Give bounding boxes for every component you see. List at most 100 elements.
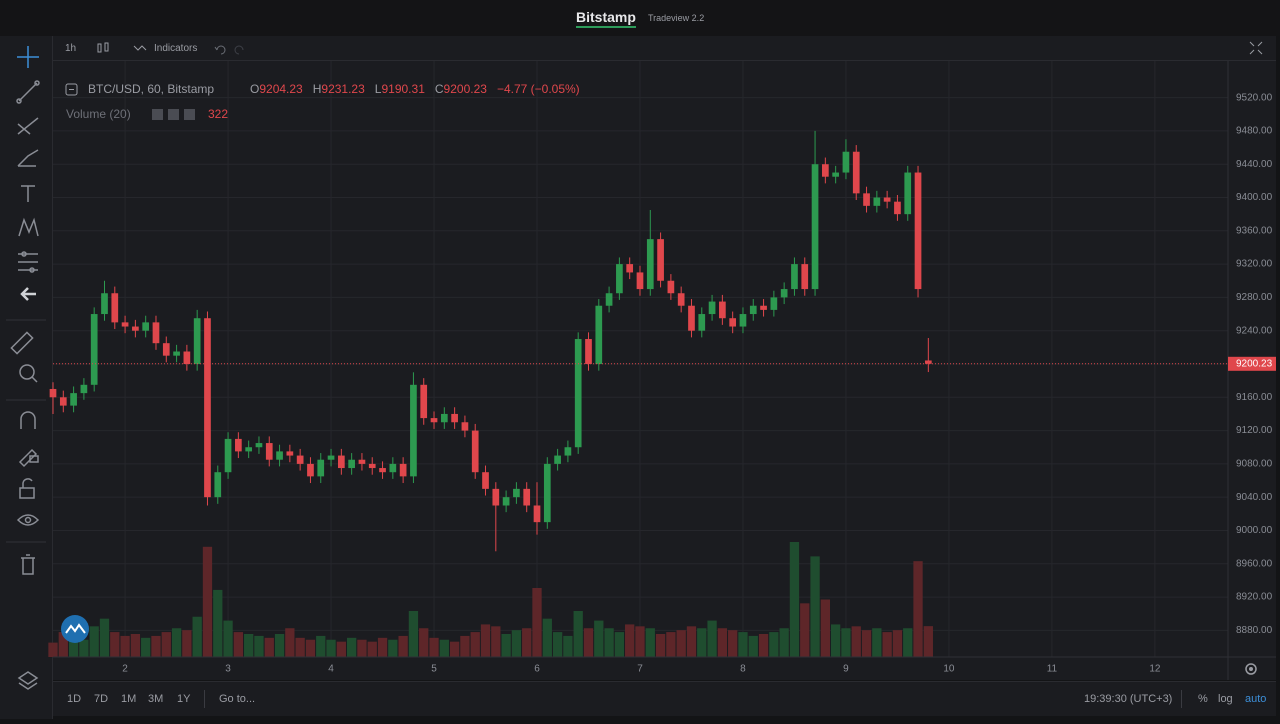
candle-body [729, 318, 737, 327]
candle-body [235, 438, 242, 452]
candle-body [873, 197, 881, 206]
text-tool[interactable] [21, 185, 35, 202]
candle-body [770, 297, 778, 310]
brush-tool[interactable] [17, 149, 39, 167]
ohlc-value: 9204.23 [259, 82, 303, 96]
candle-body [461, 422, 469, 431]
lock-drawings-tool[interactable] [18, 448, 39, 468]
y-tick-label: 9280.00 [1236, 292, 1273, 303]
volume-bar [182, 630, 192, 657]
y-tick-label: 9480.00 [1236, 126, 1273, 137]
volume-bar [728, 630, 738, 657]
candle-body [811, 164, 819, 290]
range-button[interactable]: 7D [94, 693, 109, 705]
volume-bar [192, 616, 202, 657]
range-button[interactable]: 3M [148, 693, 164, 705]
volume-controls[interactable] [152, 109, 195, 120]
x-tick-label: 12 [1149, 664, 1161, 675]
x-tick-label: 4 [328, 664, 334, 675]
candle-body [677, 293, 685, 306]
volume-bar [738, 632, 748, 657]
candle-body [255, 443, 263, 448]
back-tool[interactable] [20, 287, 36, 301]
volume-bar [439, 639, 449, 657]
volume-bar [892, 630, 903, 657]
crosshair-tool[interactable] [17, 46, 39, 68]
y-tick-label: 8920.00 [1236, 592, 1273, 603]
logo-button[interactable] [61, 615, 89, 643]
visibility-tool[interactable] [16, 514, 40, 526]
version: Tradeview 2.2 [648, 13, 705, 23]
volume-bar [79, 639, 89, 657]
lock-tool[interactable] [19, 478, 35, 499]
trend-line-tool[interactable] [16, 80, 40, 104]
candle-body [760, 305, 767, 310]
volume-pane [48, 542, 933, 657]
y-tick-label: 9360.00 [1236, 225, 1273, 236]
pattern-tool[interactable] [18, 217, 39, 237]
y-tick-label: 8960.00 [1236, 558, 1273, 569]
indicators-button[interactable]: Indicators [154, 43, 198, 54]
candle-body [657, 239, 664, 281]
auto-button[interactable]: auto [1245, 693, 1267, 705]
volume-bar [161, 632, 171, 657]
ohlc-label: L [375, 82, 382, 96]
volume-bar [789, 542, 800, 657]
candle-body [245, 447, 253, 452]
last-price-box [1228, 356, 1276, 371]
delete-tool[interactable] [21, 554, 35, 575]
legend-toggle[interactable] [65, 83, 78, 96]
volume-bar [800, 603, 810, 657]
x-tick-label: 8 [740, 664, 746, 675]
candle-body [502, 497, 510, 506]
y-tick-label: 9400.00 [1236, 192, 1273, 203]
brand[interactable]: Bitstamp [576, 9, 636, 28]
axes: 8880.00 8920.00 8960.00 9000.00 9040.00 9080.… [122, 92, 1276, 675]
candle-body [822, 164, 829, 177]
range-button[interactable]: 1D [67, 693, 82, 705]
chart-style-button[interactable] [95, 40, 111, 56]
candle-body [780, 289, 788, 298]
volume-bar [552, 632, 563, 657]
interval-button[interactable]: 1h [65, 43, 77, 54]
zoom-tool[interactable] [19, 364, 38, 383]
percent-button[interactable]: % [1198, 693, 1208, 705]
volume-bar [223, 620, 233, 657]
range-button[interactable]: 1M [121, 693, 137, 705]
candle-body [286, 451, 294, 456]
y-tick-label: 9520.00 [1236, 92, 1273, 103]
candle-body [832, 172, 839, 177]
prediction-tool[interactable] [18, 251, 38, 273]
ohlc-value: 9200.23 [444, 82, 488, 96]
volume-bar [655, 634, 666, 657]
candle-body [307, 463, 314, 477]
volume-bar [511, 630, 522, 657]
volume-bar [830, 624, 841, 657]
undo-redo[interactable] [213, 40, 249, 56]
range-button[interactable]: 1Y [177, 693, 191, 705]
x-tick-label: 2 [122, 664, 128, 675]
volume-bar [542, 618, 552, 657]
ruler-tool[interactable] [10, 331, 34, 355]
volume-label: Volume (20) [66, 107, 131, 121]
candle-body [924, 360, 932, 364]
goto-button[interactable]: Go to... [219, 693, 256, 705]
settings-button[interactable] [1245, 663, 1257, 675]
candle-body [801, 264, 809, 290]
candle-body [471, 430, 479, 473]
magnet-tool[interactable] [20, 411, 36, 429]
x-tick-label: 5 [431, 664, 437, 675]
fib-tool[interactable] [17, 117, 39, 135]
candle-body [667, 280, 675, 294]
symbol[interactable]: BTC/USD, 60, Bitstamp [88, 82, 214, 96]
fullscreen-button[interactable] [1248, 40, 1264, 56]
chart: 8880.00 8920.00 8960.00 9000.00 9040.00 9080.… [48, 61, 1276, 680]
candle-body [80, 384, 88, 394]
candles [49, 130, 1228, 552]
candle-body [894, 201, 901, 215]
candle-body [585, 339, 592, 364]
log-button[interactable]: log [1218, 693, 1233, 705]
y-tick-label: 8880.00 [1236, 625, 1273, 636]
layers-tool[interactable] [17, 671, 39, 690]
